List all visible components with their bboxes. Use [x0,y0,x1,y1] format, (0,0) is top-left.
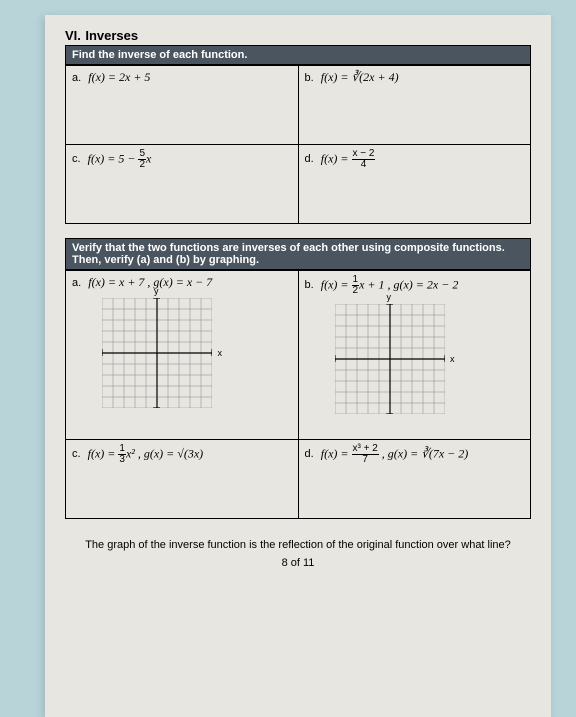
formula-2b-pre: f(x) = [321,277,352,291]
axis-x-2b: x [450,354,455,364]
label-1d: d. [305,153,314,165]
section-heading: VI. Inverses [65,27,531,45]
formula-2c-pre: f(x) = [88,446,119,460]
worksheet-page: VI. Inverses Find the inverse of each fu… [45,15,551,717]
formula-2d-mid: , g(x) = ∛(7x − 2) [379,446,468,460]
formula-2c-mid: x² , g(x) = √(3x) [126,446,203,460]
problems-table-1: a. f(x) = 2x + 5 b. f(x) = ∛(2x + 4) c. … [65,65,531,224]
problem-2c: c. f(x) = 13x² , g(x) = √(3x) [66,440,299,519]
problem-1d: d. f(x) = x − 24 [298,145,531,224]
formula-1c-pre: f(x) = 5 − [88,151,139,165]
section-number: VI. [65,28,81,43]
graph-2a: y x [102,298,212,408]
frac-2b: 12 [352,275,360,296]
problem-1c: c. f(x) = 5 − 52x [66,145,299,224]
label-1a: a. [72,72,81,84]
problem-1b: b. f(x) = ∛(2x + 4) [298,66,531,145]
problems-table-2: a. f(x) = x + 7 , g(x) = x − 7 y x [65,270,531,519]
page-indicator: 8 of 11 [65,557,531,569]
formula-1a: f(x) = 2x + 5 [88,70,150,84]
axis-y-2b: y [387,292,392,302]
frac-2c: 13 [118,444,126,465]
problem-2d: d. f(x) = x³ + 27 , g(x) = ∛(7x − 2) [298,440,531,519]
label-2b: b. [305,279,314,291]
formula-2a: f(x) = x + 7 , g(x) = x − 7 [88,275,212,289]
formula-1c-post: x [146,151,151,165]
frac-2d: x³ + 27 [352,444,379,465]
axis-x-2a: x [218,348,223,358]
formula-1d-pre: f(x) = [321,151,352,165]
frac-1c: 52 [138,149,146,170]
label-2a: a. [72,277,81,289]
problem-2b: b. f(x) = 12x + 1 , g(x) = 2x − 2 y x [298,271,531,440]
problem-2a: a. f(x) = x + 7 , g(x) = x − 7 y x [66,271,299,440]
label-2c: c. [72,448,81,460]
formula-2d-pre: f(x) = [321,446,352,460]
instructions-2: Verify that the two functions are invers… [65,238,531,270]
label-1c: c. [72,153,81,165]
section-title: Inverses [85,28,138,43]
grid-svg-2b [335,304,445,414]
axis-y-2a: y [154,286,159,296]
problem-1a: a. f(x) = 2x + 5 [66,66,299,145]
formula-1b: f(x) = ∛(2x + 4) [321,70,399,84]
formula-2b-mid: x + 1 , g(x) = 2x − 2 [359,277,458,291]
bottom-question: The graph of the inverse function is the… [65,539,531,551]
label-2d: d. [305,448,314,460]
instructions-1: Find the inverse of each function. [65,45,531,65]
grid-svg-2a [102,298,212,408]
frac-1d: x − 24 [352,149,376,170]
graph-2b: y x [335,304,445,414]
label-1b: b. [305,72,314,84]
